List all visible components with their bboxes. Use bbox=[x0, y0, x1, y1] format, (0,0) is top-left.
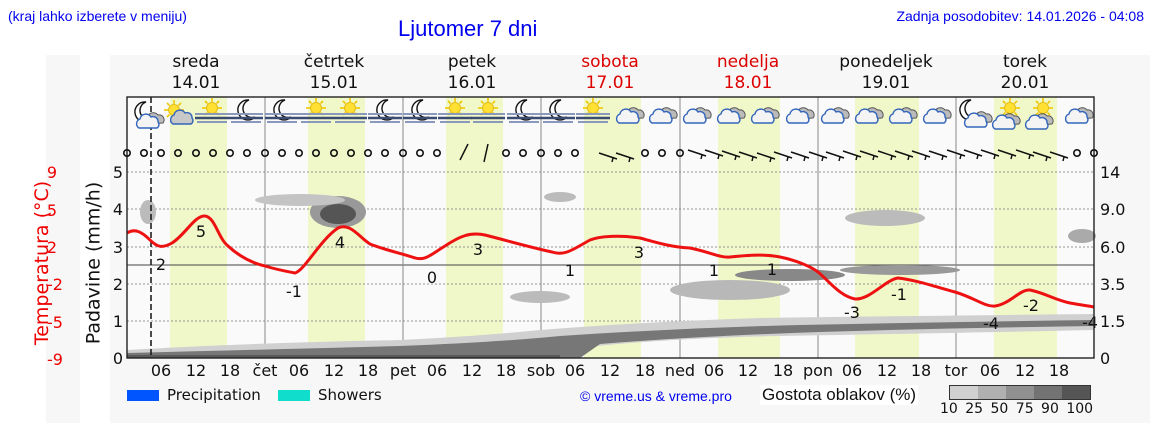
svg-text:18: 18 bbox=[496, 361, 516, 380]
cloud-density-scale bbox=[949, 385, 1091, 400]
svg-text:06: 06 bbox=[151, 361, 171, 380]
svg-text:1: 1 bbox=[709, 261, 719, 280]
precip-axis-ticks: 5 4 3 2 1 0 bbox=[113, 163, 123, 368]
svg-text:18: 18 bbox=[773, 361, 793, 380]
svg-text:14: 14 bbox=[1100, 163, 1120, 182]
svg-text:3: 3 bbox=[473, 240, 483, 259]
svg-text:-2: -2 bbox=[1023, 296, 1039, 315]
svg-text:-4: -4 bbox=[983, 314, 999, 333]
svg-text:12: 12 bbox=[462, 361, 482, 380]
svg-text:-9: -9 bbox=[47, 350, 63, 369]
svg-text:-5: -5 bbox=[47, 313, 63, 332]
svg-text:2: 2 bbox=[156, 255, 166, 274]
svg-text:18: 18 bbox=[911, 361, 931, 380]
day-label: petek 16.01 bbox=[447, 52, 497, 93]
temperature-labels: 2 5 -1 4 0 3 1 3 1 1 -3 -1 -4 -2 -4 bbox=[156, 222, 1098, 333]
temperature-line bbox=[126, 214, 1095, 309]
svg-text:12: 12 bbox=[1015, 361, 1035, 380]
svg-text:06: 06 bbox=[842, 361, 862, 380]
cloud-height-axis-ticks: 14 9.0 6.0 3.5 1.5 0 bbox=[1100, 163, 1125, 368]
svg-text:12: 12 bbox=[877, 361, 897, 380]
svg-text:pon: pon bbox=[803, 361, 833, 380]
svg-text:-3: -3 bbox=[844, 303, 860, 322]
cloud-density-layer bbox=[127, 192, 1096, 358]
temperature-axis-ticks: 9 5 2 -2 -5 -9 bbox=[47, 163, 63, 369]
svg-text:5: 5 bbox=[196, 222, 206, 241]
svg-text:1.5: 1.5 bbox=[1100, 312, 1125, 331]
svg-text:1: 1 bbox=[113, 312, 123, 331]
time-axis-ticks: 06 12 18 čet 06 12 18 pet 06 12 18 sob 06 12 18 ned … bbox=[151, 361, 1069, 380]
precipitation-swatch bbox=[127, 390, 159, 401]
location-hint: (kraj lahko izberete v meniju) bbox=[8, 8, 187, 24]
svg-text:5: 5 bbox=[113, 163, 123, 182]
svg-text:3: 3 bbox=[634, 243, 644, 262]
svg-text:4: 4 bbox=[335, 233, 345, 252]
svg-text:18: 18 bbox=[358, 361, 378, 380]
copyright-link[interactable]: © vreme.us & vreme.pro bbox=[580, 388, 732, 404]
svg-text:4: 4 bbox=[113, 200, 123, 219]
svg-text:3.5: 3.5 bbox=[1100, 275, 1125, 294]
cloud-density-title: Gostota oblakov (%) bbox=[760, 385, 919, 405]
svg-text:2: 2 bbox=[113, 275, 123, 294]
day-label: sreda 14.01 bbox=[171, 52, 221, 93]
day-label-weekend: sobota 17.01 bbox=[581, 52, 639, 93]
svg-text:6.0: 6.0 bbox=[1100, 238, 1125, 257]
svg-text:0: 0 bbox=[113, 349, 123, 368]
svg-text:0: 0 bbox=[1100, 349, 1110, 368]
cloud-density-scale-labels: 10 25 50 75 90 100 bbox=[940, 401, 1094, 417]
showers-legend: Showers bbox=[318, 386, 382, 404]
showers-swatch bbox=[278, 390, 310, 401]
svg-text:-4: -4 bbox=[1082, 313, 1098, 332]
svg-text:-1: -1 bbox=[891, 285, 907, 304]
svg-text:06: 06 bbox=[704, 361, 724, 380]
page-title: Ljutomer 7 dni bbox=[398, 16, 538, 41]
svg-text:-2: -2 bbox=[47, 275, 63, 294]
svg-text:06: 06 bbox=[427, 361, 447, 380]
day-label: ponedeljek 19.01 bbox=[839, 52, 933, 93]
day-label: torek 20.01 bbox=[1000, 52, 1050, 93]
svg-text:06: 06 bbox=[980, 361, 1000, 380]
svg-text:pet: pet bbox=[390, 361, 416, 380]
svg-text:1: 1 bbox=[767, 260, 777, 279]
svg-text:čet: čet bbox=[253, 361, 278, 380]
svg-text:9: 9 bbox=[47, 163, 57, 182]
svg-text:06: 06 bbox=[565, 361, 585, 380]
temp-axis-panel bbox=[46, 55, 80, 423]
svg-text:sob: sob bbox=[527, 361, 555, 380]
svg-text:tor: tor bbox=[945, 361, 968, 380]
svg-text:ned: ned bbox=[665, 361, 695, 380]
svg-text:18: 18 bbox=[635, 361, 655, 380]
wind-row bbox=[123, 143, 1098, 163]
precipitation-legend: Precipitation bbox=[167, 386, 261, 404]
svg-text:18: 18 bbox=[220, 361, 240, 380]
svg-text:-1: -1 bbox=[286, 282, 302, 301]
svg-text:12: 12 bbox=[738, 361, 758, 380]
day-label-weekend: nedelja 18.01 bbox=[716, 52, 780, 93]
svg-text:9.0: 9.0 bbox=[1100, 200, 1125, 219]
svg-text:1: 1 bbox=[565, 261, 575, 280]
svg-text:18: 18 bbox=[1049, 361, 1069, 380]
svg-text:12: 12 bbox=[324, 361, 344, 380]
svg-text:2: 2 bbox=[47, 238, 57, 257]
svg-text:0: 0 bbox=[427, 268, 437, 287]
last-updated: Zadnja posodobitev: 14.01.2026 - 04:08 bbox=[896, 8, 1144, 24]
svg-text:06: 06 bbox=[289, 361, 309, 380]
svg-text:12: 12 bbox=[600, 361, 620, 380]
day-label: četrtek 15.01 bbox=[303, 52, 365, 93]
svg-text:5: 5 bbox=[47, 201, 57, 220]
svg-text:12: 12 bbox=[186, 361, 206, 380]
svg-text:3: 3 bbox=[113, 238, 123, 257]
